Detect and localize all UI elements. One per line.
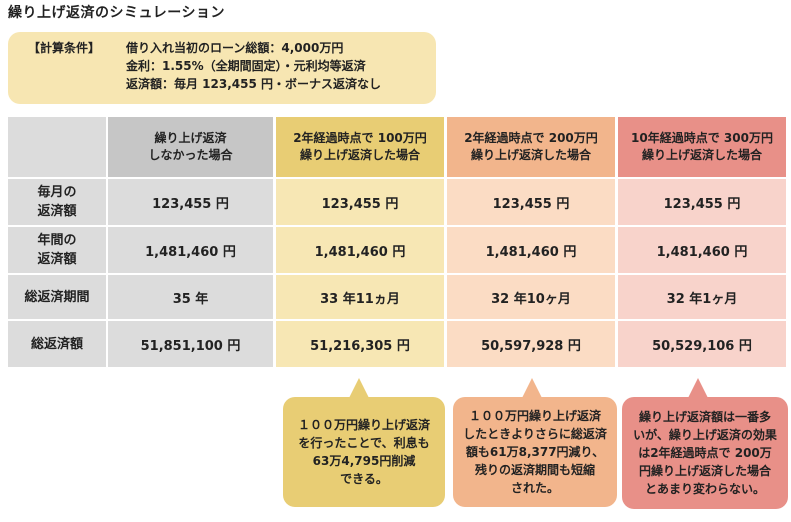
header-no-prepayment: 繰り上げ返済 しなかった場合 — [108, 117, 273, 177]
row-label-line: 返済額 — [37, 252, 77, 267]
callout-arrow — [522, 378, 542, 398]
header-line: 繰り上げ返済した場合 — [299, 148, 420, 162]
header-line: 2年経過時点で 200万円 — [464, 131, 598, 145]
table-cell: 1,481,460 円 — [108, 227, 273, 273]
table-cell: 1,481,460 円 — [447, 227, 615, 273]
note-300man: 繰り上げ返済額は一番多 いが、繰り上げ返済の効果 は2年経過時点で 200万 円… — [622, 397, 788, 509]
condition-loan-total: 借り入れ当初のローン総額：4,000万円 — [126, 41, 344, 55]
table-cell: 123,455 円 — [276, 179, 444, 225]
header-line: 繰り上げ返済した場合 — [641, 148, 762, 162]
header-line: 繰り上げ返済 — [154, 131, 227, 145]
note-200man: １００万円繰り上げ返済 したときよりさらに総返済 額も61万8,377円減り、 … — [453, 397, 617, 507]
note-line: を行ったことで、利息も — [298, 436, 430, 450]
table-cell: 51,216,305 円 — [276, 321, 444, 367]
table-cell: 35 年 — [108, 275, 273, 319]
note-line: された。 — [510, 481, 559, 495]
header-line: しなかった場合 — [148, 148, 233, 162]
note-line: とあまり変わらない。 — [644, 482, 765, 496]
corner-cell — [8, 117, 106, 177]
row-label-annual: 年間の 返済額 — [8, 227, 106, 273]
note-line: したときよりさらに総返済 — [463, 427, 607, 441]
table-cell: 50,597,928 円 — [447, 321, 615, 367]
callout-arrow — [688, 378, 708, 398]
table-cell: 1,481,460 円 — [618, 227, 786, 273]
note-100man: １００万円繰り上げ返済 を行ったことで、利息も 63万4,795円削減 できる。 — [283, 397, 445, 507]
header-line: 10年経過時点で 300万円 — [631, 131, 773, 145]
note-line: １００万円繰り上げ返済 — [297, 418, 430, 432]
note-line: いが、繰り上げ返済の効果 — [633, 428, 777, 442]
note-line: は2年経過時点で 200万 — [638, 446, 772, 460]
row-label-total: 総返済額 — [8, 321, 106, 367]
table-cell: 32 年1ヶ月 — [618, 275, 786, 319]
page-title: 繰り上げ返済のシミュレーション — [8, 5, 225, 21]
row-label-line: 年間の — [37, 233, 77, 248]
condition-interest: 金利：1.55%（全期間固定）・元利均等返済 — [126, 59, 366, 73]
note-line: 残りの返済期間も短縮 — [474, 463, 595, 477]
header-10y-300: 10年経過時点で 300万円 繰り上げ返済した場合 — [618, 117, 786, 177]
callout-arrow — [349, 378, 369, 398]
row-label-line: 返済額 — [37, 204, 77, 219]
header-line: 繰り上げ返済した場合 — [470, 148, 591, 162]
note-line: 繰り上げ返済額は一番多 — [638, 410, 771, 424]
table-cell: 32 年10ヶ月 — [447, 275, 615, 319]
row-label-line: 毎月の — [37, 185, 77, 200]
table-cell: 33 年11ヵ月 — [276, 275, 444, 319]
conditions-lines: 借り入れ当初のローン総額：4,000万円 金利：1.55%（全期間固定）・元利均… — [126, 39, 381, 93]
note-line: 円繰り上げ返済した場合 — [638, 464, 771, 478]
table-cell: 123,455 円 — [108, 179, 273, 225]
row-label-monthly: 毎月の 返済額 — [8, 179, 106, 225]
row-label-term: 総返済期間 — [8, 275, 106, 319]
conditions-label: 【計算条件】 — [28, 41, 101, 55]
table-cell: 123,455 円 — [447, 179, 615, 225]
header-2y-200: 2年経過時点で 200万円 繰り上げ返済した場合 — [447, 117, 615, 177]
header-2y-100: 2年経過時点で 100万円 繰り上げ返済した場合 — [276, 117, 444, 177]
table-cell: 123,455 円 — [618, 179, 786, 225]
conditions-box: 【計算条件】 借り入れ当初のローン総額：4,000万円 金利：1.55%（全期間… — [8, 32, 436, 104]
table-cell: 1,481,460 円 — [276, 227, 444, 273]
note-line: できる。 — [340, 472, 388, 486]
header-line: 2年経過時点で 100万円 — [293, 131, 427, 145]
table-cell: 51,851,100 円 — [108, 321, 273, 367]
note-line: １００万円繰り上げ返済 — [468, 409, 601, 423]
note-line: 額も61万8,377円減り、 — [465, 445, 605, 459]
table-cell: 50,529,106 円 — [618, 321, 786, 367]
note-line: 63万4,795円削減 — [312, 454, 416, 468]
condition-payment: 返済額：毎月 123,455 円・ボーナス返済なし — [126, 77, 382, 91]
